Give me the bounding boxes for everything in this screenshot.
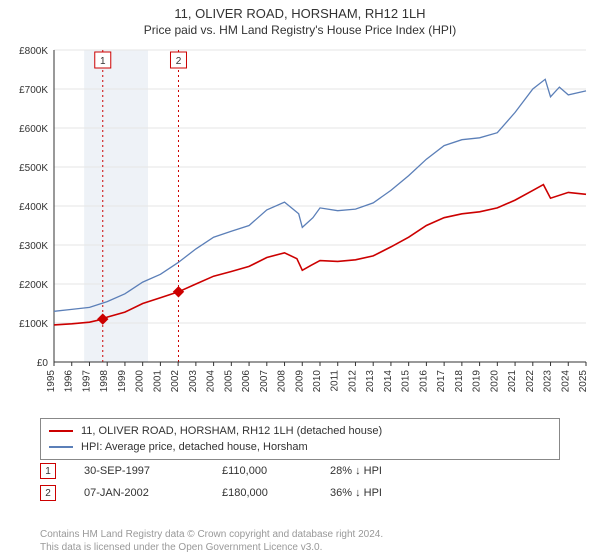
- svg-text:1999: 1999: [117, 370, 128, 393]
- svg-text:1: 1: [100, 56, 106, 67]
- svg-text:1998: 1998: [99, 370, 110, 393]
- svg-text:2018: 2018: [454, 370, 465, 393]
- sub-title: Price paid vs. HM Land Registry's House …: [0, 23, 600, 37]
- line-chart-svg: £0 £100K £200K £300K £400K £500K £600K £700K £80…: [8, 42, 592, 412]
- svg-text:2012: 2012: [347, 370, 358, 393]
- chart-container: 11, OLIVER ROAD, HORSHAM, RH12 1LH Price…: [0, 0, 600, 560]
- svg-text:£500K: £500K: [19, 163, 48, 174]
- svg-text:£200K: £200K: [19, 280, 48, 291]
- svg-text:2013: 2013: [365, 370, 376, 393]
- svg-text:£600K: £600K: [19, 124, 48, 135]
- sales-table: 1 30-SEP-1997 £110,000 28% ↓ HPI 2 07-JAN-200…: [40, 460, 560, 504]
- sale-row: 2 07-JAN-2002 £180,000 36% ↓ HPI: [40, 482, 560, 504]
- svg-text:2021: 2021: [507, 370, 518, 393]
- legend-swatch: [49, 430, 73, 432]
- title-block: 11, OLIVER ROAD, HORSHAM, RH12 1LH Price…: [0, 0, 600, 37]
- svg-text:£800K: £800K: [19, 46, 48, 57]
- sale-date: 30-SEP-1997: [84, 465, 194, 477]
- svg-text:2008: 2008: [277, 370, 288, 393]
- svg-text:2017: 2017: [436, 370, 447, 393]
- main-title: 11, OLIVER ROAD, HORSHAM, RH12 1LH: [0, 6, 600, 21]
- svg-text:£700K: £700K: [19, 85, 48, 96]
- svg-text:1996: 1996: [64, 370, 75, 393]
- legend-label: 11, OLIVER ROAD, HORSHAM, RH12 1LH (deta…: [81, 423, 382, 439]
- svg-text:1995: 1995: [46, 370, 57, 393]
- legend-box: 11, OLIVER ROAD, HORSHAM, RH12 1LH (deta…: [40, 418, 560, 460]
- svg-text:2016: 2016: [418, 370, 429, 393]
- sale-price: £180,000: [222, 487, 302, 499]
- sale-hpi-note: 28% ↓ HPI: [330, 465, 430, 477]
- svg-text:2010: 2010: [312, 370, 323, 393]
- svg-text:2005: 2005: [223, 370, 234, 393]
- footnote: Contains HM Land Registry data © Crown c…: [40, 528, 560, 554]
- svg-text:2024: 2024: [560, 370, 571, 393]
- legend-swatch: [49, 446, 73, 448]
- svg-text:1997: 1997: [81, 370, 92, 393]
- svg-text:£100K: £100K: [19, 319, 48, 330]
- svg-text:2007: 2007: [259, 370, 270, 393]
- svg-text:2025: 2025: [578, 370, 589, 393]
- sale-hpi-note: 36% ↓ HPI: [330, 487, 430, 499]
- sale-marker: 1: [40, 463, 56, 479]
- svg-text:£0: £0: [37, 358, 49, 369]
- svg-text:2019: 2019: [472, 370, 483, 393]
- footnote-line-2: This data is licensed under the Open Gov…: [40, 541, 560, 554]
- legend-row: 11, OLIVER ROAD, HORSHAM, RH12 1LH (deta…: [49, 423, 551, 439]
- svg-text:2004: 2004: [206, 370, 217, 393]
- svg-text:£300K: £300K: [19, 241, 48, 252]
- sale-date: 07-JAN-2002: [84, 487, 194, 499]
- svg-text:2003: 2003: [188, 370, 199, 393]
- svg-text:2: 2: [176, 56, 182, 67]
- svg-text:2000: 2000: [135, 370, 146, 393]
- chart-area: £0 £100K £200K £300K £400K £500K £600K £700K £80…: [8, 42, 592, 412]
- sale-marker: 2: [40, 485, 56, 501]
- svg-text:2020: 2020: [489, 370, 500, 393]
- svg-text:2014: 2014: [383, 370, 394, 393]
- svg-text:2022: 2022: [525, 370, 536, 393]
- svg-text:£400K: £400K: [19, 202, 48, 213]
- svg-text:2002: 2002: [170, 370, 181, 393]
- svg-text:2006: 2006: [241, 370, 252, 393]
- sale-row: 1 30-SEP-1997 £110,000 28% ↓ HPI: [40, 460, 560, 482]
- svg-text:2015: 2015: [401, 370, 412, 393]
- legend-label: HPI: Average price, detached house, Hors…: [81, 439, 308, 455]
- svg-text:2001: 2001: [152, 370, 163, 393]
- svg-text:2009: 2009: [294, 370, 305, 393]
- sale-price: £110,000: [222, 465, 302, 477]
- svg-text:2011: 2011: [330, 370, 341, 392]
- legend-row: HPI: Average price, detached house, Hors…: [49, 439, 551, 455]
- footnote-line-1: Contains HM Land Registry data © Crown c…: [40, 528, 560, 541]
- svg-text:2023: 2023: [543, 370, 554, 393]
